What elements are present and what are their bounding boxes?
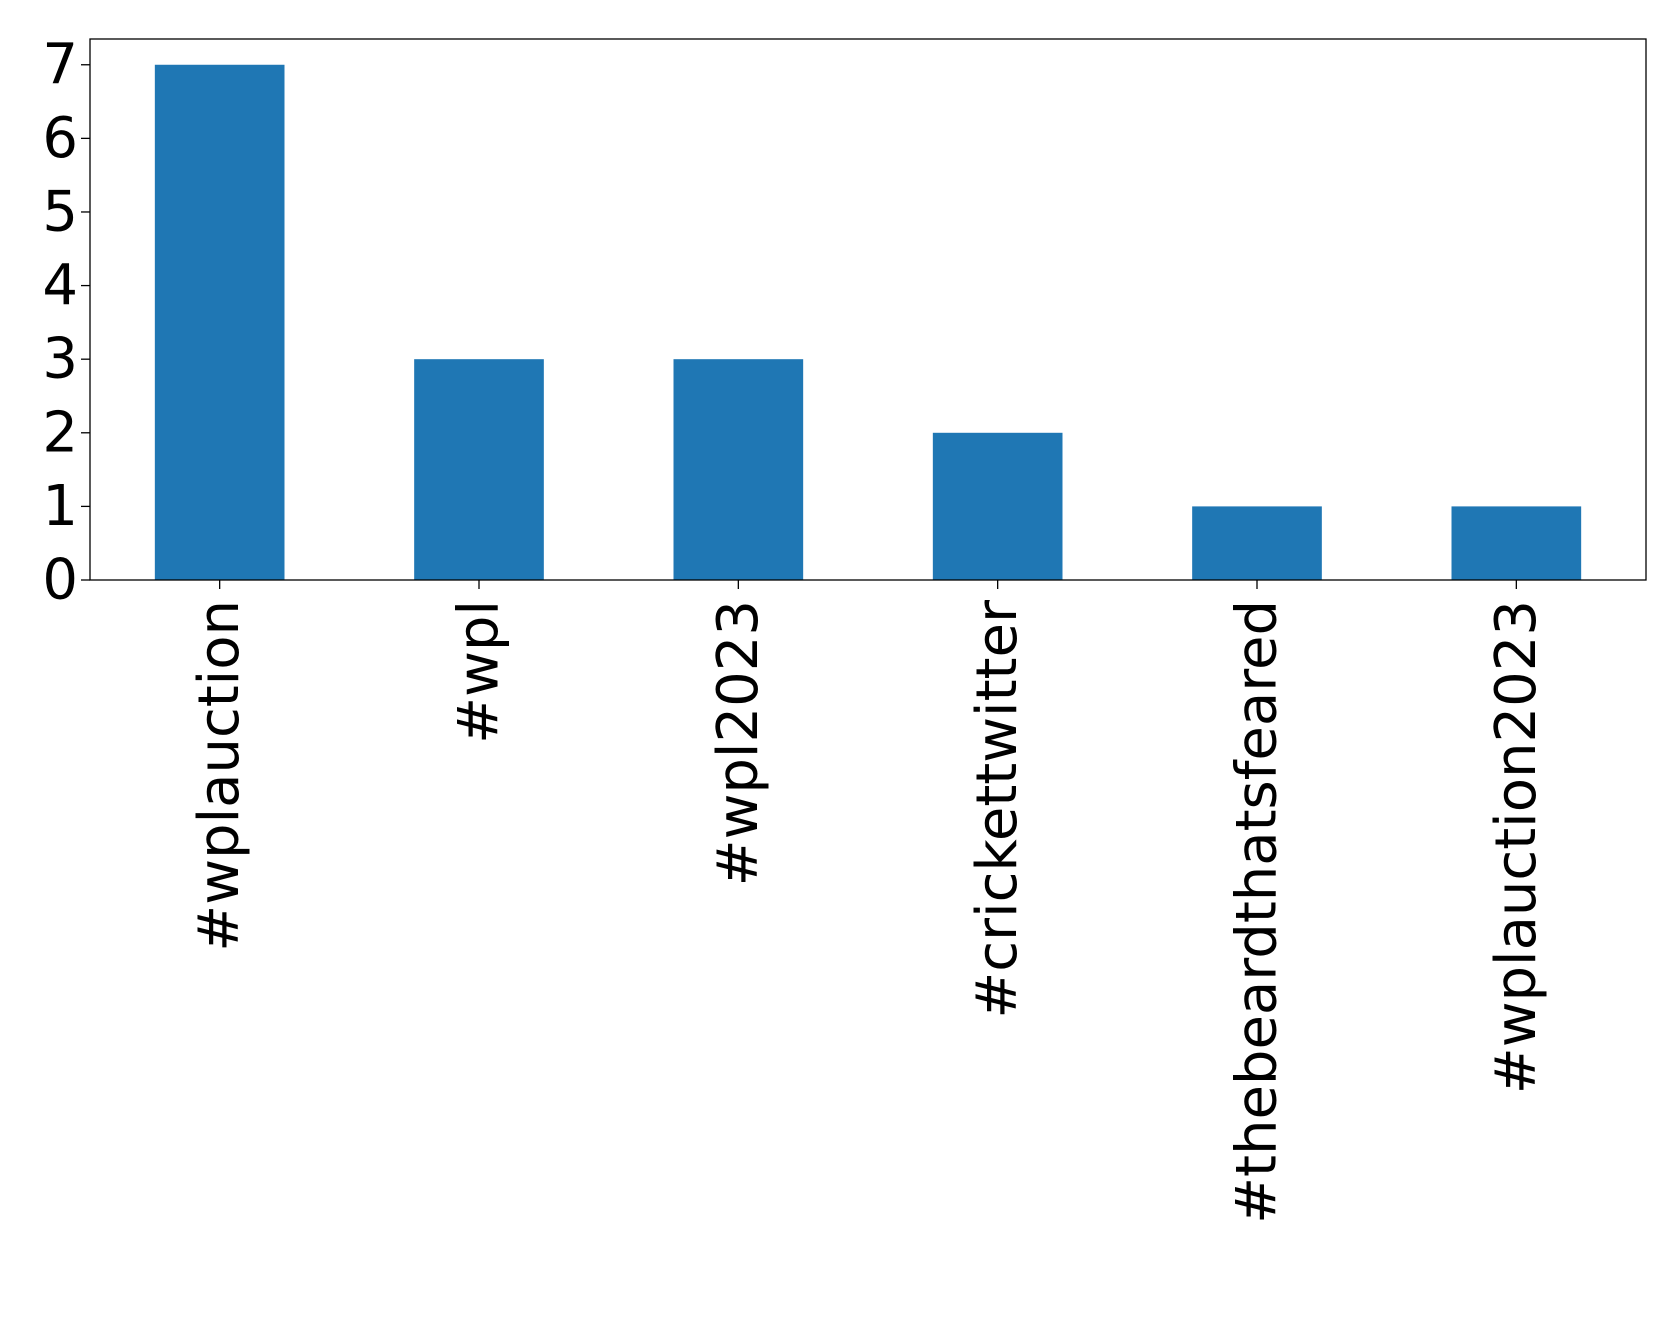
- bar-crickettwitter: [932, 432, 1063, 580]
- bar-wpl: [414, 359, 544, 580]
- y-tick-label: 1: [42, 474, 78, 539]
- bar-wplauction: [154, 64, 285, 580]
- y-tick-label: 6: [42, 106, 78, 171]
- bars-layer: [154, 64, 1582, 580]
- y-tick-label: 7: [42, 32, 78, 97]
- bar-wpl2023: [673, 359, 804, 580]
- x-tick-label-wpl: #wpl: [447, 600, 512, 744]
- bar-wplauction2023: [1451, 506, 1582, 580]
- y-tick-label: 2: [42, 400, 78, 465]
- x-tick-label-wplauction: #wplauction: [187, 600, 252, 952]
- x-tick-label-crickettwitter: #crickettwitter: [965, 599, 1030, 1019]
- x-tick-label-thebeardthatsfeared: #thebeardthatsfeared: [1225, 600, 1290, 1224]
- y-tick-label: 4: [42, 253, 78, 318]
- y-tick-label: 5: [42, 179, 78, 244]
- x-tick-label-wplauction2023: #wplauction2023: [1484, 600, 1549, 1094]
- bar-thebeardthatsfeared: [1192, 506, 1322, 580]
- plot-area-frame: [89, 38, 1647, 581]
- y-axis: 0 1 2 3 4 5 6 7: [42, 32, 90, 613]
- y-tick-label: 3: [42, 327, 78, 392]
- x-tick-label-wpl2023: #wpl2023: [706, 600, 771, 886]
- y-tick-label: 0: [42, 548, 78, 613]
- x-axis: #wplauction #wpl #wpl2023 #crickettwitter #t…: [187, 580, 1549, 1224]
